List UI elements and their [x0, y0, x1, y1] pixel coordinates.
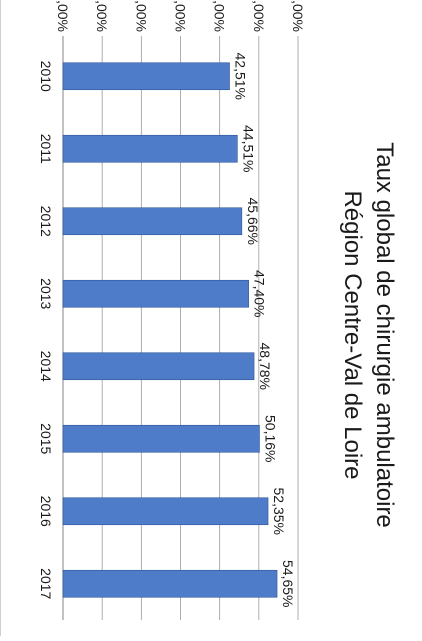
bar: [62, 279, 249, 308]
bar: [62, 134, 238, 163]
chart-title-line1: Taux global de chirurgie ambulatoire: [371, 142, 398, 528]
bar: [62, 497, 269, 526]
tick-label: 30,00%: [173, 0, 189, 32]
gridlines: [62, 36, 299, 620]
value-axis-ticks: 0,00% 10,00% 20,00% 30,00% 40,00% 50,00% 60,00…: [55, 0, 306, 32]
bar: [62, 207, 243, 236]
data-label: 54,65%: [280, 560, 296, 607]
data-label: 52,35%: [271, 488, 287, 535]
category-label: 2013: [38, 278, 54, 309]
tick-label: 40,00%: [212, 0, 228, 32]
category-label: 2011: [38, 134, 54, 164]
data-label: 48,78%: [257, 343, 273, 390]
bar: [62, 569, 278, 598]
data-label: 45,66%: [245, 198, 261, 245]
chart-title-line2: Région Centre-Val de Loire: [339, 190, 366, 479]
category-label: 2016: [38, 496, 54, 527]
bar: [62, 352, 255, 381]
category-label: 2010: [38, 61, 54, 92]
bar: [62, 62, 230, 91]
tick-label: 20,00%: [133, 0, 149, 32]
tick-label: 50,00%: [251, 0, 267, 32]
data-label: 50,16%: [262, 415, 278, 462]
data-label: 47,40%: [252, 270, 268, 317]
tick-label: 0,00%: [55, 0, 71, 32]
category-label: 2012: [38, 206, 54, 237]
data-labels: 42,51% 44,51% 45,66% 47,40% 48,78% 50,16% 52,3…: [232, 53, 296, 608]
category-label: 2014: [38, 351, 54, 382]
tick-label: 10,00%: [94, 0, 110, 32]
category-axis-labels: 2010 2011 2012 2013 2014 2015 2016 2017: [38, 61, 54, 600]
data-label: 44,51%: [240, 125, 256, 172]
category-label: 2015: [38, 423, 54, 454]
bars: [62, 62, 278, 598]
category-label: 2017: [38, 568, 54, 599]
data-label: 42,51%: [232, 53, 248, 100]
tick-label: 60,00%: [290, 0, 306, 32]
bar: [62, 424, 260, 453]
